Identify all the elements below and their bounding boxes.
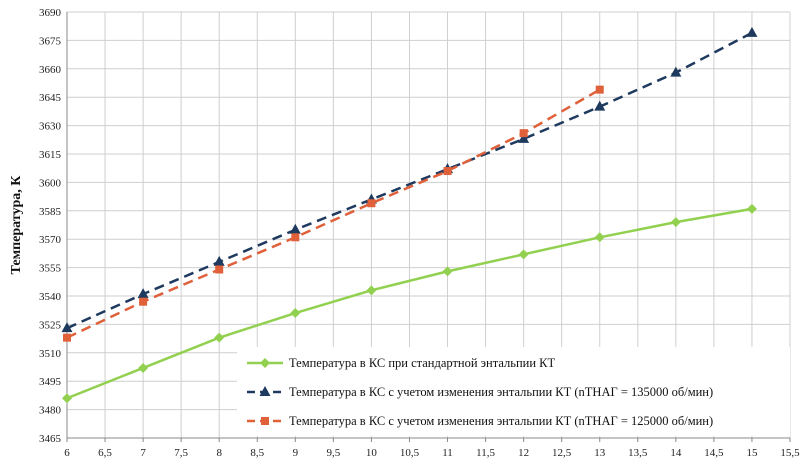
data-point [670, 66, 682, 77]
x-tick-label: 6 [64, 447, 70, 459]
x-tick-label: 9 [293, 447, 299, 459]
y-tick-label: 3510 [39, 348, 62, 360]
data-point [594, 232, 605, 243]
data-point [518, 249, 529, 260]
data-point [214, 332, 225, 343]
data-point [62, 393, 72, 404]
x-tick-label: 10 [366, 447, 378, 459]
data-point [213, 255, 225, 266]
data-point [291, 233, 300, 242]
y-tick-label: 3480 [39, 405, 62, 417]
data-point [215, 265, 224, 274]
y-tick-label: 3615 [39, 149, 62, 161]
y-tick-label: 3555 [39, 263, 62, 275]
data-point [518, 132, 530, 143]
data-point [61, 322, 73, 333]
legend-box [237, 347, 790, 436]
data-point [63, 333, 71, 342]
x-tick-label: 15,5 [780, 447, 800, 459]
x-tick-label: 11,5 [476, 447, 495, 459]
data-point [746, 203, 757, 214]
legend-marker [260, 358, 270, 368]
x-tick-label: 15 [746, 447, 758, 459]
y-tick-label: 3495 [39, 376, 62, 388]
data-point [139, 297, 148, 306]
data-point [290, 308, 301, 319]
x-tick-label: 6,5 [98, 447, 112, 459]
legend: Температура в КС при стандартной энтальп… [237, 347, 790, 436]
data-point [670, 217, 681, 228]
data-point [138, 362, 149, 373]
legend-marker [261, 417, 269, 425]
x-tick-label: 14 [670, 447, 682, 459]
x-tick-label: 8,5 [250, 447, 264, 459]
x-tick-label: 14,5 [704, 447, 724, 459]
data-point [366, 285, 377, 296]
series-standard [62, 203, 757, 404]
series-line [66, 88, 601, 339]
data-point [442, 266, 453, 277]
y-tick-label: 3540 [39, 291, 62, 303]
y-tick-label: 3465 [39, 433, 62, 445]
series-125000 [63, 85, 604, 342]
x-tick-label: 7 [140, 447, 146, 459]
data-point [443, 167, 452, 176]
x-tick-label: 9,5 [326, 447, 340, 459]
x-tick-label: 11 [442, 447, 453, 459]
y-tick-label: 3525 [39, 319, 62, 331]
x-tick-label: 12 [518, 447, 529, 459]
x-tick-label: 10,5 [400, 447, 420, 459]
y-tick-label: 3570 [39, 234, 62, 246]
series-line [66, 207, 753, 400]
data-point [595, 85, 604, 94]
legend-item: Температура в КС с учетом изменения энта… [247, 414, 713, 428]
legend-item: Температура в КС с учетом изменения энта… [247, 385, 713, 399]
x-tick-label: 13,5 [628, 447, 648, 459]
legend-marker [259, 386, 271, 396]
axes: 3465 3480 3495 3510 3525 3540 3555 3570 3585 3600… [39, 7, 800, 459]
y-tick-label: 3660 [39, 64, 62, 76]
y-tick-label: 3600 [39, 177, 62, 189]
data-point [746, 26, 758, 37]
data-point [594, 100, 606, 111]
x-tick-label: 13 [594, 447, 606, 459]
series-layer [61, 26, 758, 404]
x-tick-label: 7,5 [174, 447, 188, 459]
y-tick-label: 3645 [39, 92, 62, 104]
data-point [289, 223, 301, 234]
data-point [519, 129, 528, 138]
legend-label: Температура в КС с учетом изменения энта… [289, 385, 713, 399]
legend-label: Температура в КС с учетом изменения энта… [289, 414, 713, 428]
x-tick-label: 12,5 [552, 447, 572, 459]
y-tick-label: 3690 [39, 7, 62, 19]
series-line [66, 31, 753, 330]
legend-item: Температура в КС при стандартной энтальп… [247, 356, 555, 370]
y-axis-label: Температура, К [9, 175, 24, 275]
x-tick-label: 8 [216, 447, 222, 459]
y-tick-label: 3585 [39, 206, 62, 218]
data-point [137, 288, 149, 299]
legend-label: Температура в КС при стандартной энтальп… [289, 356, 555, 370]
y-tick-label: 3630 [39, 121, 62, 133]
data-point [367, 199, 376, 208]
y-tick-label: 3675 [39, 35, 62, 47]
